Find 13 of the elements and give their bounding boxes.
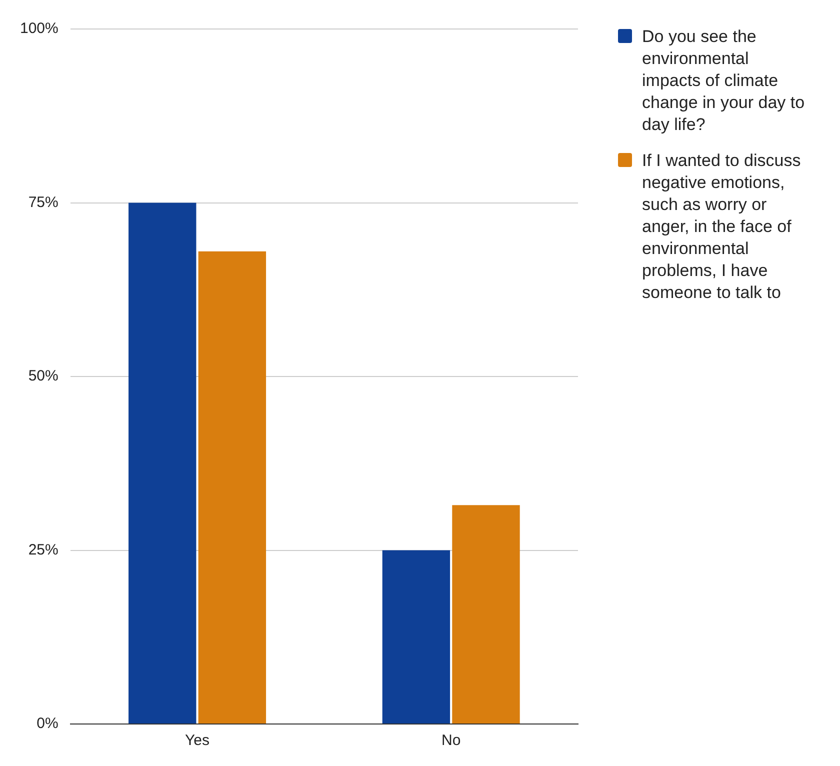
y-tick-label: 100% xyxy=(20,20,58,38)
bar xyxy=(382,550,450,724)
bar xyxy=(128,202,196,724)
bar xyxy=(452,505,520,724)
x-tick-label: No xyxy=(441,732,461,750)
legend-label: If I wanted to discuss negative emotions, such as worry or anger, in the face of environmental problems, I have someone to talk to xyxy=(642,150,802,304)
y-tick-label: 75% xyxy=(28,194,58,211)
y-tick-label: 50% xyxy=(28,368,58,385)
y-tick-label: 0% xyxy=(36,715,58,732)
bar xyxy=(198,251,266,724)
legend-label: Do you see the environmental impacts of climate change in your day to day life? xyxy=(642,26,806,136)
y-tick-label: 25% xyxy=(28,541,58,558)
x-tick-label: Yes xyxy=(185,732,210,750)
